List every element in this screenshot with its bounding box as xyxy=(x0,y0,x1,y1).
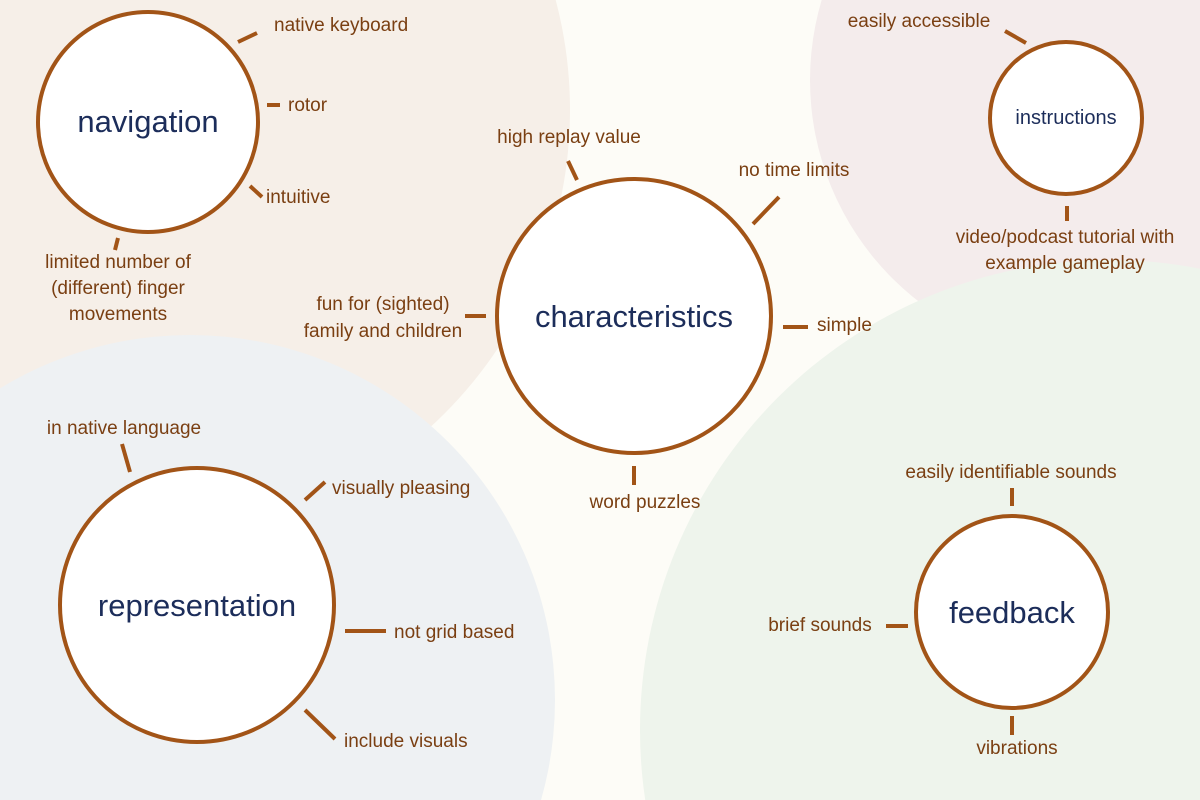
instructions-title: instructions xyxy=(1015,107,1116,129)
leaf-not-grid-based: not grid based xyxy=(394,622,514,643)
representation-node xyxy=(58,466,336,744)
characteristics-title: characteristics xyxy=(535,299,733,334)
leaf-include-visuals: include visuals xyxy=(344,731,468,752)
leaf-high-replay-value: high replay value xyxy=(497,127,641,148)
representation-title: representation xyxy=(98,588,296,623)
leaf-no-time-limits: no time limits xyxy=(739,160,850,181)
leaf-easily-identifiable-sounds: easily identifiable sounds xyxy=(905,462,1116,483)
leaf-native-keyboard: native keyboard xyxy=(274,15,408,36)
connector-intuitive xyxy=(248,184,264,199)
leaf-family-and-children: family and children xyxy=(304,321,462,342)
connectors xyxy=(113,29,1069,741)
leaf-in-native-language: in native language xyxy=(47,418,201,439)
leaf-visually-pleasing: visually pleasing xyxy=(332,478,470,499)
leaf-simple: simple xyxy=(817,315,872,336)
leaf-limited-number-of: limited number of xyxy=(45,252,191,273)
leaf-movements: movements xyxy=(69,304,167,325)
connector-include-visuals xyxy=(303,708,337,741)
leaf-brief-sounds: brief sounds xyxy=(768,615,872,636)
leaf-intuitive: intuitive xyxy=(266,187,330,208)
connector-easily-accessible xyxy=(1004,29,1027,45)
leaf-different-finger: (different) finger xyxy=(51,278,185,299)
leaf-example-gameplay: example gameplay xyxy=(985,253,1145,274)
hub-nodes xyxy=(36,10,1144,744)
leaf-word-puzzles: word puzzles xyxy=(589,492,701,513)
leaf-fun-for-sighted: fun for (sighted) xyxy=(316,294,449,315)
leaf-video-podcast-tutorial: video/podcast tutorial with xyxy=(956,227,1175,248)
connector-limited-number xyxy=(113,237,120,251)
leaf-rotor: rotor xyxy=(288,95,328,116)
connector-in-native-language xyxy=(120,443,132,473)
instructions-node xyxy=(988,40,1144,196)
feedback-node xyxy=(914,514,1110,710)
connector-visually-pleasing xyxy=(303,480,327,502)
leaf-vibrations: vibrations xyxy=(976,738,1057,759)
connector-native-keyboard xyxy=(237,31,258,44)
navigation-title: navigation xyxy=(77,104,218,139)
feedback-title: feedback xyxy=(949,595,1075,630)
characteristics-node xyxy=(495,177,773,455)
connector-high-replay-value xyxy=(566,160,579,181)
leaf-easily-accessible: easily accessible xyxy=(848,11,991,32)
navigation-node xyxy=(36,10,260,234)
connector-no-time-limits xyxy=(751,195,781,226)
